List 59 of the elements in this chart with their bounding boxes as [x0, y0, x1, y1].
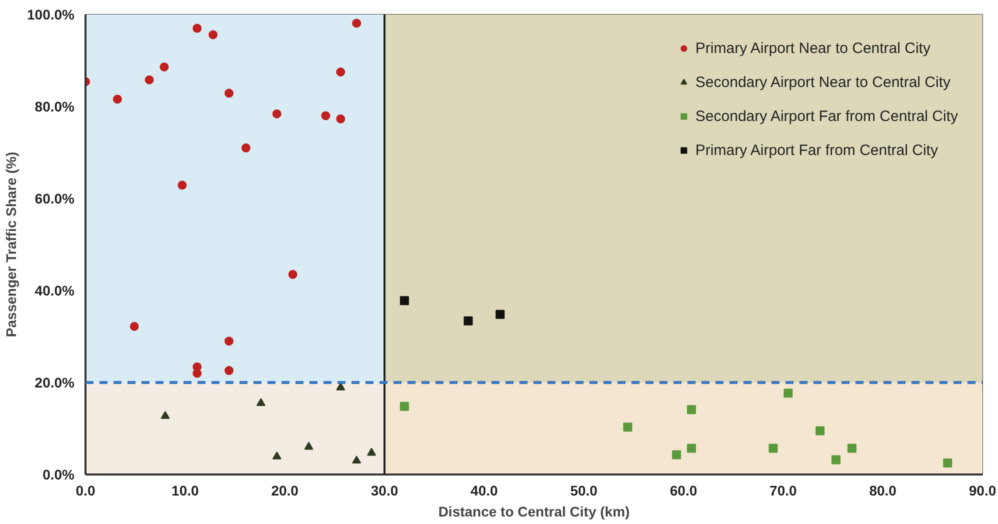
point	[672, 450, 682, 460]
point	[400, 402, 409, 411]
point	[224, 336, 234, 346]
x-tick-label: 90.0	[968, 482, 996, 498]
x-tick-label: 10.0	[172, 482, 200, 498]
x-tick-label: 30.0	[370, 482, 398, 498]
point	[256, 398, 266, 406]
point	[784, 388, 793, 398]
point	[272, 451, 282, 460]
y-tick-label: 20.0%	[34, 374, 76, 390]
legend-label: Secondary Airport Near to Central City	[695, 74, 951, 90]
legend-label: Primary Airport Far from Central City	[695, 142, 938, 158]
x-axis-title: Distance to Central City (km)	[438, 504, 630, 520]
y-tick-label: 60.0%	[34, 190, 76, 206]
point	[224, 366, 234, 376]
point	[768, 444, 778, 453]
point	[831, 455, 840, 464]
point	[112, 94, 122, 104]
point	[144, 75, 154, 84]
point	[224, 88, 234, 98]
point	[336, 114, 346, 124]
x-tick-label: 60.0	[670, 482, 698, 498]
point	[686, 405, 696, 414]
y-axis-title: Passenger Traffic Share (%)	[3, 152, 20, 338]
x-tick-label: 40.0	[470, 482, 498, 498]
point	[208, 30, 218, 40]
point	[352, 456, 362, 464]
point	[816, 426, 825, 436]
point	[160, 410, 170, 419]
point	[272, 109, 282, 118]
point	[367, 448, 376, 456]
point	[464, 316, 473, 326]
point	[496, 310, 505, 319]
y-tick-label: 80.0%	[34, 98, 76, 114]
x-tick-label: 50.0	[570, 482, 598, 498]
x-tick-label: 20.0	[271, 482, 299, 498]
point	[943, 458, 952, 468]
point	[321, 111, 330, 120]
x-tick-label: 80.0	[869, 482, 897, 498]
x-tick-label: 0.0	[76, 482, 96, 498]
point	[304, 442, 314, 450]
point	[352, 18, 362, 28]
point	[623, 422, 632, 432]
x-tick-label: 70.0	[770, 482, 798, 498]
point	[178, 180, 187, 190]
point	[686, 444, 696, 453]
point	[160, 62, 169, 72]
y-tick-label: 0.0%	[42, 466, 76, 482]
point	[130, 322, 139, 331]
point	[400, 296, 409, 306]
y-tick-label: 100.0%	[27, 6, 76, 22]
point	[192, 24, 202, 33]
point	[288, 270, 298, 279]
point	[847, 444, 856, 453]
y-tick-label: 40.0%	[34, 282, 76, 298]
point	[241, 143, 250, 152]
legend-label: Secondary Airport Far from Central City	[695, 108, 958, 124]
legend-label: Primary Airport Near to Central City	[695, 40, 930, 56]
point	[336, 68, 346, 76]
